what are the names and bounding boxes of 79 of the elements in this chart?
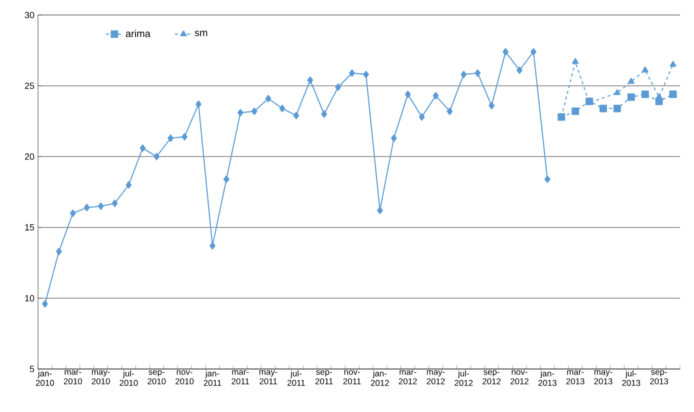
point (418, 113, 425, 121)
y-tick-label: 5 (30, 366, 34, 372)
x-tick-label: may-2011 (259, 370, 278, 384)
x-tick-label: may-2013 (594, 370, 612, 384)
point (70, 209, 76, 217)
x-tick-label: mar-2010 (64, 370, 82, 384)
legend-label: arima (126, 30, 150, 38)
point (363, 70, 369, 78)
point (670, 60, 676, 67)
x-tick-label: sep-2013 (650, 370, 668, 384)
point (599, 104, 607, 112)
y-tick-label: 30 (24, 12, 34, 18)
point (154, 152, 160, 160)
point (628, 78, 634, 84)
point (140, 144, 146, 152)
point (42, 300, 48, 308)
point (293, 112, 300, 120)
x-tick-label: mar-2013 (566, 370, 584, 384)
x-tick-label: jan-2013 (538, 370, 556, 386)
x-tick-label: jan-2012 (370, 370, 389, 386)
point (279, 104, 286, 112)
x-tick-label: may-2010 (92, 370, 110, 384)
point (669, 90, 677, 98)
point (126, 181, 132, 189)
point (432, 92, 439, 100)
x-tick-label: nov-2011 (343, 370, 361, 384)
point (572, 58, 579, 64)
point (182, 133, 188, 141)
x-tick-label: jul-2010 (120, 370, 138, 386)
point (642, 66, 648, 72)
point (112, 200, 118, 208)
x-tick-label: sep-2010 (148, 370, 166, 384)
x-tick-label: sep-2011 (315, 370, 333, 384)
point (265, 94, 272, 102)
y-tick-label: 25 (24, 82, 34, 89)
point (572, 108, 580, 116)
point (488, 102, 495, 110)
point (307, 76, 314, 84)
x-tick-label: jul-2013 (622, 370, 640, 386)
point (530, 48, 536, 56)
point (84, 204, 90, 212)
point (502, 48, 508, 56)
legend-label: sm (194, 30, 208, 36)
point (544, 176, 550, 184)
point (251, 108, 258, 116)
point (349, 69, 355, 77)
point (223, 176, 230, 184)
point (237, 108, 244, 116)
x-tick-label: may-2012 (426, 370, 445, 384)
point (446, 108, 453, 116)
x-tick-label: jul-2012 (454, 370, 473, 386)
x-tick-label: jan-2010 (36, 370, 54, 386)
point (98, 202, 104, 210)
point (627, 93, 635, 101)
x-tick-label: jan-2011 (204, 370, 222, 386)
point (474, 69, 481, 77)
point (56, 248, 62, 256)
y-tick-label: 15 (25, 224, 34, 231)
point (196, 100, 202, 108)
point (641, 90, 649, 98)
point (516, 66, 522, 74)
x-tick-label: nov-2012 (510, 370, 528, 384)
point (376, 206, 383, 214)
point (390, 134, 397, 142)
x-tick-label: jul-2011 (288, 370, 305, 386)
point (613, 104, 621, 112)
y-tick-label: 10 (25, 295, 34, 302)
point (404, 90, 411, 98)
point (321, 110, 328, 118)
point (210, 242, 216, 250)
point (460, 70, 467, 78)
point (335, 83, 342, 91)
y-tick-label: 20 (24, 153, 34, 160)
x-tick-label: mar-2012 (398, 370, 417, 384)
x-tick-label: sep-2012 (482, 370, 501, 384)
point (168, 134, 174, 142)
x-tick-label: nov-2010 (176, 370, 194, 384)
point (614, 89, 621, 96)
x-tick-label: mar-2011 (232, 370, 250, 384)
